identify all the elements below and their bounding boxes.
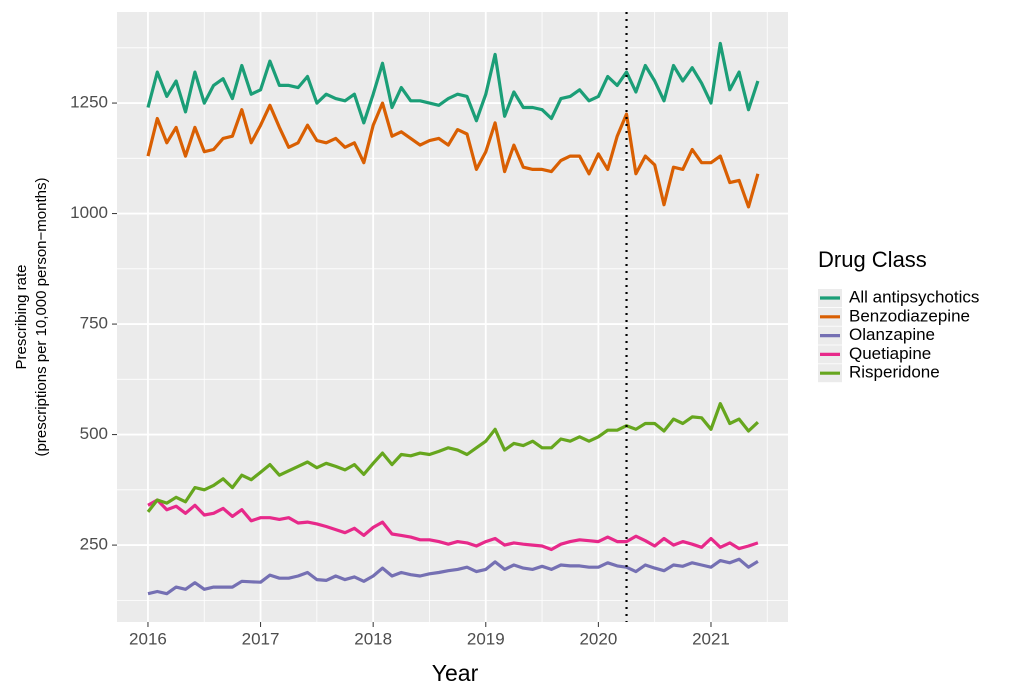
y-tick-label: 1250 [70,93,108,112]
legend-title: Drug Class [818,247,927,272]
x-tick-label: 2019 [467,629,505,648]
x-tick-label: 2018 [354,629,392,648]
legend-label: Olanzapine [849,325,935,344]
series-line [146,41,760,125]
series-line [146,402,759,513]
panel [117,12,788,622]
x-tick-label: 2017 [242,629,280,648]
y-axis-title: Prescribing rate [13,264,30,369]
y-tick-label: 1000 [70,203,108,222]
series-line [147,557,759,596]
y-tick-label: 500 [80,424,108,443]
series-line [146,101,760,209]
y-axis-title: (prescriptions per 10,000 person−months) [33,178,50,457]
y-tick-label: 250 [80,535,108,554]
x-axis-title: Year [432,660,479,686]
legend-label: All antipsychotics [849,287,979,306]
y-tick-label: 750 [80,314,108,333]
series-line [147,498,759,552]
x-tick-label: 2021 [692,629,730,648]
x-tick-label: 2016 [129,629,167,648]
x-tick-label: 2020 [579,629,617,648]
legend-label: Risperidone [849,363,940,382]
legend-label: Quetiapine [849,344,931,363]
legend-label: Benzodiazepine [849,306,970,325]
